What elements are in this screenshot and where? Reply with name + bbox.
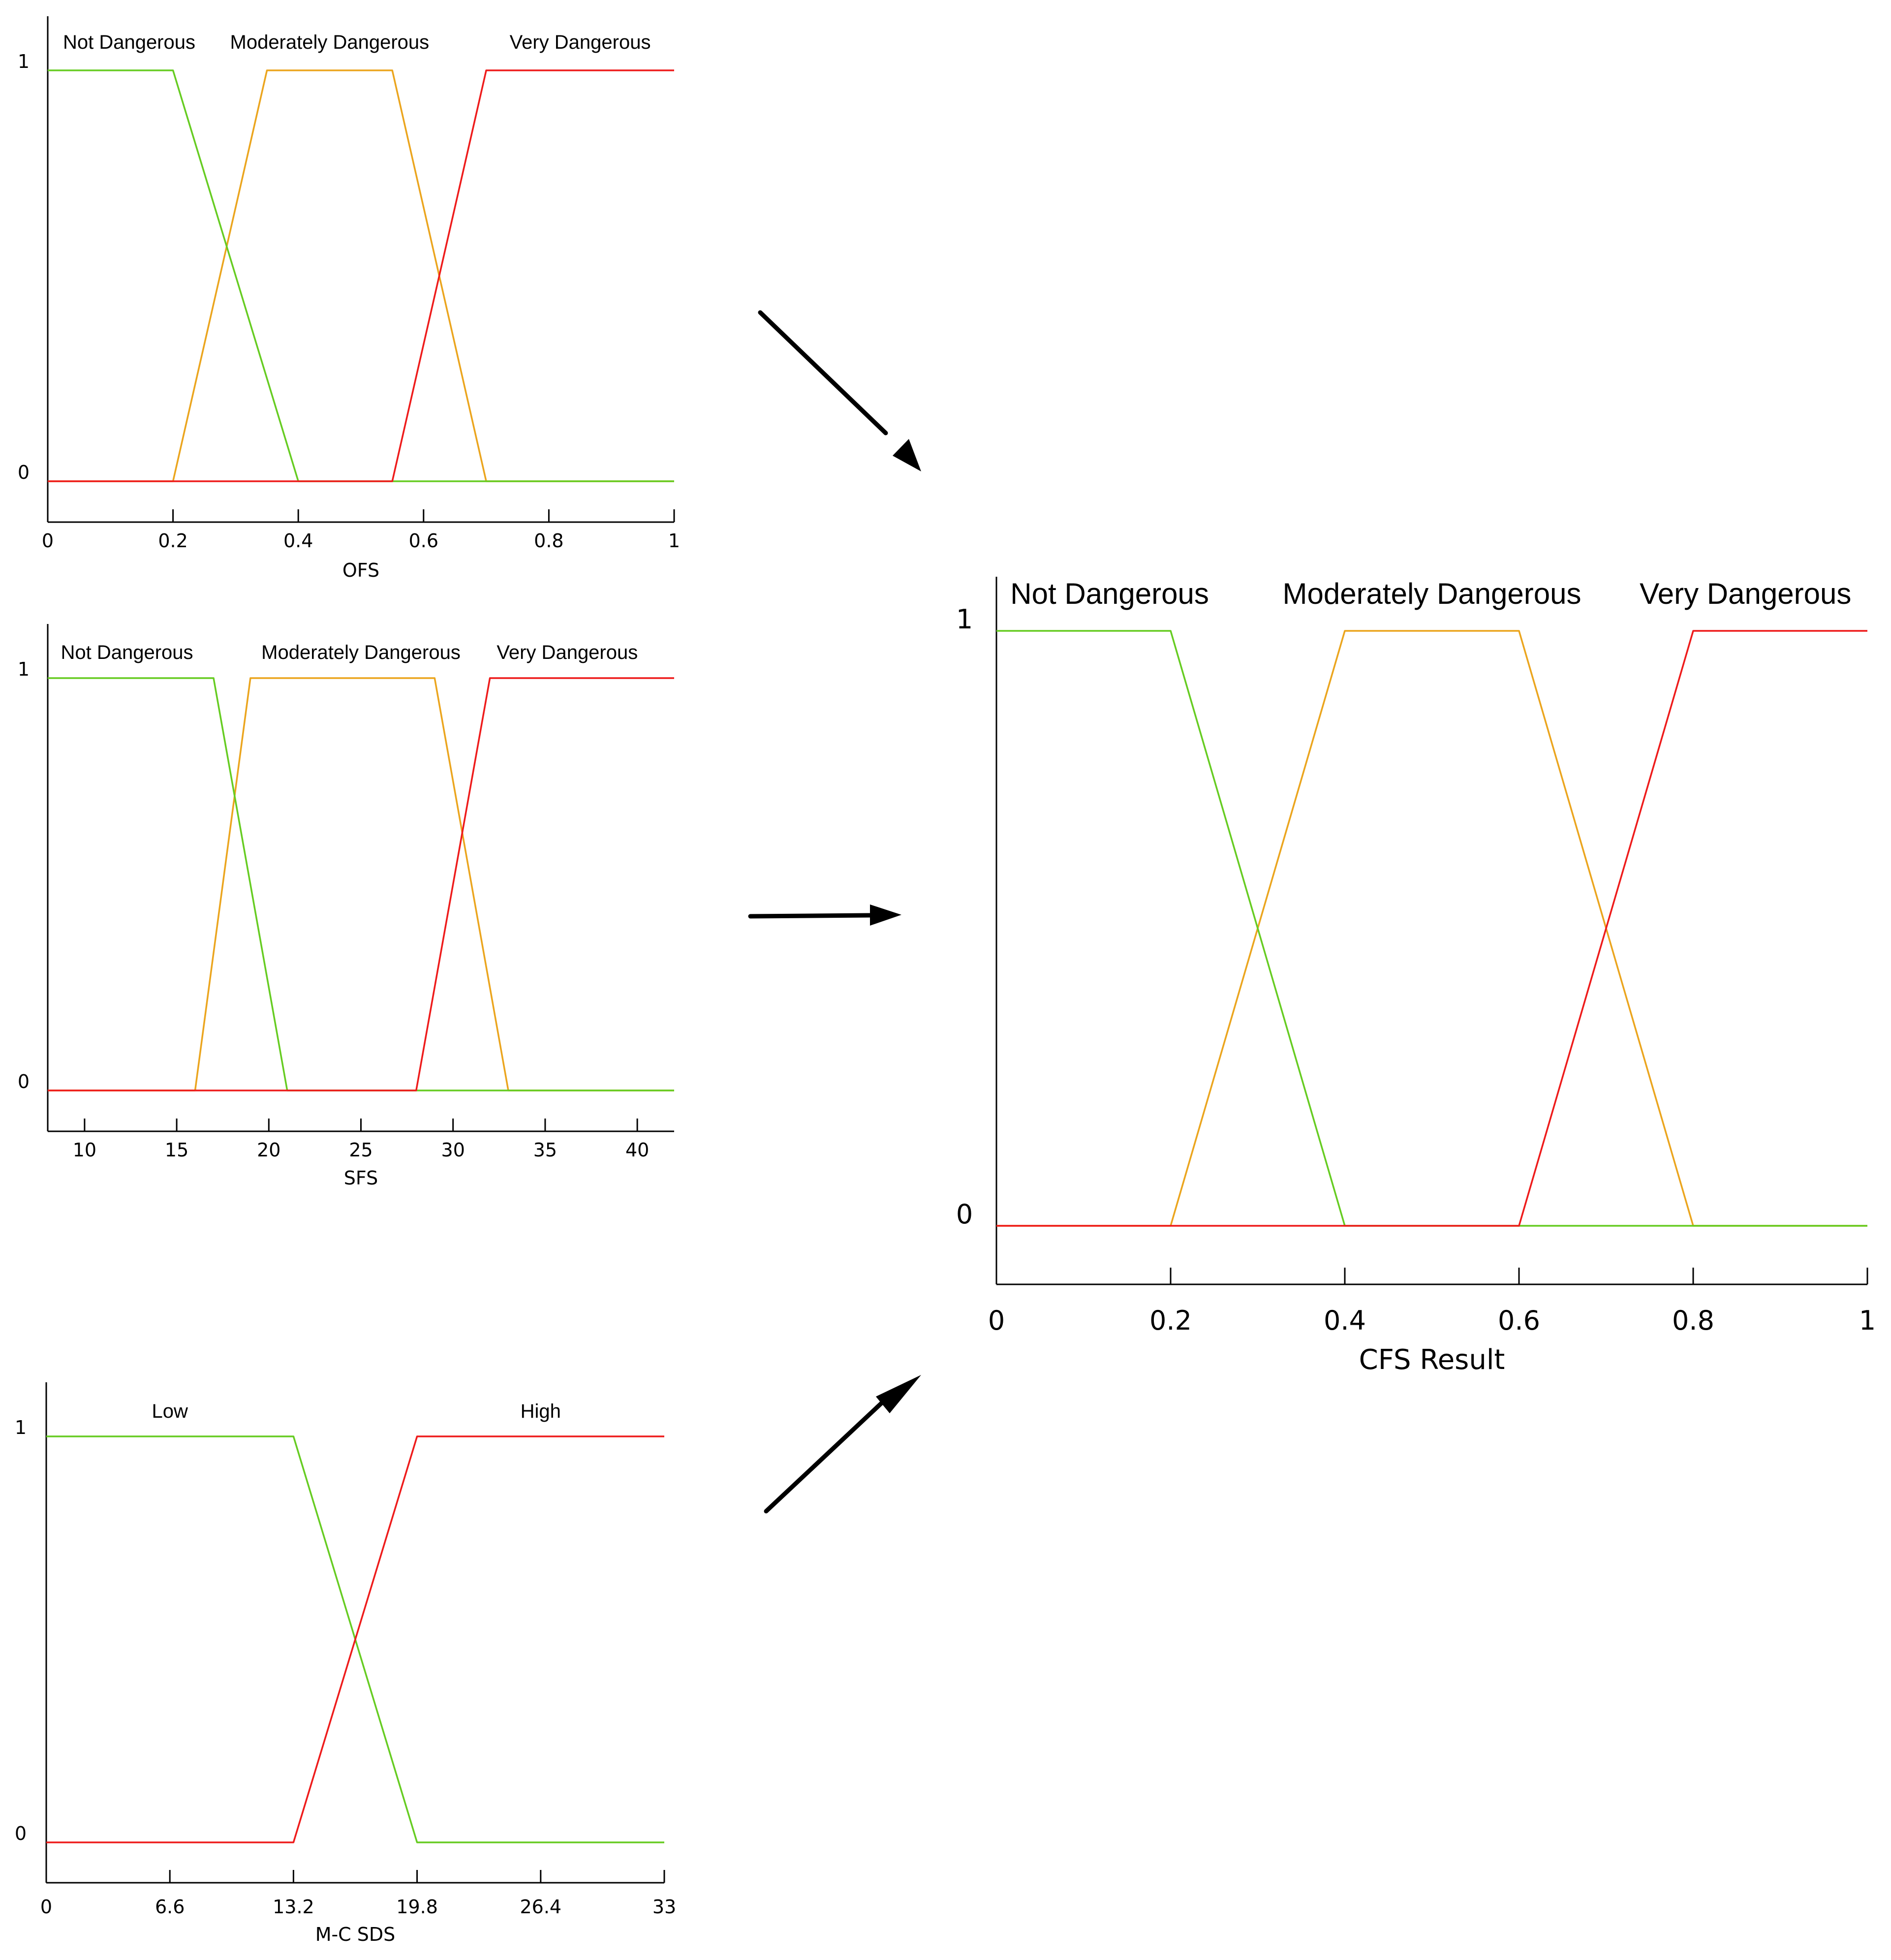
arrows-layer (748, 310, 921, 1514)
series-label: Low (152, 1400, 188, 1422)
series-line-not-dangerous (996, 630, 1867, 1227)
y-tick-label: 0 (956, 1199, 973, 1230)
ofs-chart: 0 0.2 0.4 0.6 0.8 1 0 1 OFS Not Dangerous Moderate… (18, 16, 680, 581)
cfs-chart: 0 0.2 0.4 0.6 0.8 1 0 1 CFS Result Not Dangerous M… (956, 577, 1876, 1376)
x-tick-label: 33 (652, 1896, 676, 1918)
sfs-chart: 10 15 20 25 30 35 40 0 1 SFS Not Dangerous Moderate… (18, 624, 674, 1189)
arrow-head (870, 904, 901, 926)
y-tick-label: 1 (15, 1417, 27, 1438)
arrow-mcsds-to-cfs-icon (764, 1375, 921, 1514)
series-label: Very Dangerous (496, 642, 638, 663)
y-tick-label: 1 (18, 658, 30, 680)
x-tick-label: 6.6 (155, 1896, 185, 1918)
x-axis-label: SFS (344, 1167, 378, 1189)
mcsds-chart: 0 6.6 13.2 19.8 26.4 33 0 1 M-C SDS Low High (15, 1382, 676, 1945)
x-tick-label: 0.2 (158, 530, 187, 552)
series-line-not-dangerous (48, 677, 674, 1091)
series-label: Moderately Dangerous (230, 31, 430, 53)
x-tick-label: 0 (42, 530, 54, 552)
x-axis-label: M-C SDS (315, 1924, 396, 1945)
x-tick-label: 35 (533, 1139, 557, 1161)
x-tick-label: 0.4 (283, 530, 313, 552)
arrow-shaft (764, 1399, 886, 1514)
x-axis-label: CFS Result (1359, 1344, 1505, 1376)
arrow-head (893, 439, 921, 471)
y-tick-label: 0 (18, 462, 30, 483)
x-tick-label: 10 (73, 1139, 96, 1161)
series-line-high (46, 1435, 664, 1843)
series-line-moderately-dangerous (48, 69, 674, 482)
x-tick-label: 0.4 (1324, 1305, 1366, 1336)
series-line-moderately-dangerous (996, 630, 1867, 1227)
arrow-shaft (758, 310, 888, 436)
x-tick-label: 0.6 (409, 530, 438, 552)
arrow-shaft (748, 913, 873, 919)
y-tick-label: 0 (15, 1823, 27, 1844)
x-axis-label: OFS (342, 560, 379, 581)
x-tick-label: 25 (349, 1139, 372, 1161)
x-tick-label: 0.8 (534, 530, 563, 552)
x-tick-label: 0.6 (1498, 1305, 1540, 1336)
series-label: Very Dangerous (1640, 577, 1851, 610)
series-line-very-dangerous (996, 630, 1867, 1227)
series-label: Moderately Dangerous (1282, 577, 1581, 610)
x-tick-label: 0 (988, 1305, 1005, 1336)
series-line-moderately-dangerous (48, 677, 674, 1091)
x-tick-label: 0.8 (1672, 1305, 1714, 1336)
x-tick-label: 30 (441, 1139, 465, 1161)
y-tick-label: 1 (956, 604, 973, 635)
y-tick-label: 0 (18, 1071, 30, 1092)
series-line-very-dangerous (48, 677, 674, 1091)
arrow-sfs-to-cfs-icon (748, 904, 901, 926)
x-tick-label: 19.8 (396, 1896, 438, 1918)
x-tick-label: 0.2 (1149, 1305, 1192, 1336)
series-label: Very Dangerous (510, 31, 651, 53)
series-line-very-dangerous (48, 69, 674, 482)
series-label: Not Dangerous (1010, 577, 1209, 610)
x-tick-label: 15 (165, 1139, 188, 1161)
x-tick-label: 1 (1859, 1305, 1876, 1336)
arrow-ofs-to-cfs-icon (758, 310, 921, 471)
series-line-not-dangerous (48, 69, 674, 482)
series-label: Not Dangerous (63, 31, 195, 53)
series-label: Moderately Dangerous (261, 642, 461, 663)
x-tick-label: 0 (40, 1896, 52, 1918)
y-tick-label: 1 (18, 51, 30, 72)
series-label: High (521, 1400, 561, 1422)
x-tick-label: 1 (668, 530, 680, 552)
x-tick-label: 26.4 (520, 1896, 561, 1918)
series-label: Not Dangerous (61, 642, 193, 663)
x-tick-label: 20 (257, 1139, 280, 1161)
x-tick-label: 40 (625, 1139, 649, 1161)
x-tick-label: 13.2 (273, 1896, 314, 1918)
arrow-head (876, 1375, 921, 1413)
